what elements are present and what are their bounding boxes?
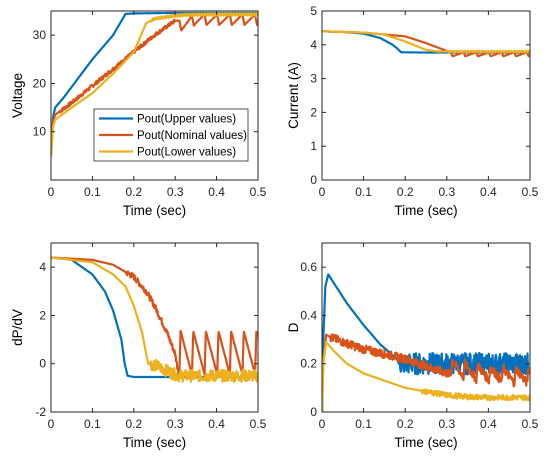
voltage-plot-series-nominal (51, 13, 258, 157)
duty-plot-ylabel: D (286, 322, 301, 332)
current-plot-xtick-label: 0.2 (397, 185, 414, 199)
dpdv-plot-xlabel: Time (sec) (123, 435, 186, 450)
voltage-plot-ytick-label: 10 (33, 125, 47, 139)
duty-plot-xtick-label: 0.4 (480, 417, 497, 431)
voltage-plot-xtick-label: 0.5 (250, 185, 267, 199)
current-plot: Time (sec) Current (A) 0 0.1 0.2 0.3 0.4 0.5 0… (286, 4, 539, 218)
voltage-plot-series-group (51, 11, 258, 157)
dpdv-plot-series-nominal (51, 256, 258, 376)
current-plot-ytick-label: 3 (310, 72, 317, 86)
duty-plot-xtick-label: 0.2 (397, 417, 414, 431)
dpdv-plot-ylabel: dP/dV (10, 309, 25, 346)
duty-plot: Time (sec) D 0 0.1 0.2 0.3 0.4 0.5 0 0.2 0.4 0.6 (286, 242, 539, 450)
duty-plot-xtick-label: 0.1 (355, 417, 372, 431)
current-plot-series-group (322, 30, 530, 58)
current-plot-xlabel: Time (sec) (394, 203, 457, 218)
dpdv-plot-ytick-label: 0 (39, 357, 46, 371)
dpdv-plot-axes-box (50, 242, 259, 413)
current-plot-xtick-label: 0.3 (438, 185, 455, 199)
voltage-plot-ytick-label: 30 (33, 28, 47, 42)
current-plot-xtick-label: 0 (319, 185, 326, 199)
current-plot-ytick-label: 0 (310, 173, 317, 187)
voltage-plot-ytick-label: 20 (33, 76, 47, 90)
dpdv-plot-series-lower (51, 256, 258, 383)
duty-plot-series-lower (322, 340, 530, 412)
current-plot-ylabel: Current (A) (286, 62, 301, 129)
voltage-plot-xlabel: Time (sec) (123, 203, 186, 218)
legend: Pout(Upper values) Pout(Nominal values) … (93, 108, 249, 162)
duty-plot-xtick-label: 0.3 (438, 417, 455, 431)
dpdv-plot-xtick-label: 0.2 (125, 417, 142, 431)
duty-plot-ytick-label: 0.6 (300, 260, 317, 274)
voltage-plot-xtick-label: 0.4 (208, 185, 225, 199)
duty-plot-series-group (322, 273, 530, 412)
voltage-plot-ylabel: Voltage (10, 73, 25, 118)
duty-plot-series-nominal (322, 333, 530, 412)
dpdv-plot-ytick-label: -2 (35, 405, 46, 419)
current-plot-axes-box (321, 10, 531, 181)
current-plot-xtick-label: 0.1 (355, 185, 372, 199)
duty-plot-series-upper (322, 273, 530, 412)
voltage-plot-axes-box (50, 10, 259, 181)
dpdv-plot-xtick-label: 0.4 (208, 417, 225, 431)
current-plot-xtick-label: 0.4 (480, 185, 497, 199)
dpdv-plot-xtick-label: 0.5 (250, 417, 267, 431)
duty-plot-xtick-label: 0 (319, 417, 326, 431)
dpdv-plot-xtick-label: 0.3 (167, 417, 184, 431)
legend-entry-upper: Pout(Upper values) (137, 114, 236, 126)
dpdv-plot-xtick-label: 0.1 (84, 417, 101, 431)
dpdv-plot-ytick-label: 4 (39, 260, 46, 274)
current-plot-ytick-label: 4 (310, 38, 317, 52)
voltage-plot: Time (sec) Voltage 0 0.1 0.2 0.3 0.4 0.5 10 20 3… (10, 10, 267, 218)
dpdv-plot-series-group (51, 256, 258, 383)
voltage-plot-xtick-label: 0.2 (125, 185, 142, 199)
duty-plot-xtick-label: 0.5 (522, 417, 539, 431)
current-plot-series-lower (322, 30, 530, 54)
dpdv-plot-xtick-label: 0 (48, 417, 55, 431)
voltage-plot-series-upper (51, 11, 258, 157)
current-plot-ytick-label: 5 (310, 4, 317, 18)
duty-plot-ytick-label: 0 (310, 405, 317, 419)
legend-entry-nominal: Pout(Nominal values) (137, 130, 247, 142)
current-plot-xtick-label: 0.5 (522, 185, 539, 199)
duty-plot-xlabel: Time (sec) (394, 435, 457, 450)
legend-entry-lower: Pout(Lower values) (137, 147, 236, 159)
voltage-plot-xtick-label: 0.1 (84, 185, 101, 199)
current-plot-ytick-label: 1 (310, 139, 317, 153)
current-plot-ytick-label: 2 (310, 105, 317, 119)
voltage-plot-xtick-label: 0.3 (167, 185, 184, 199)
voltage-plot-xtick-label: 0 (48, 185, 55, 199)
dpdv-plot-ytick-label: 2 (39, 308, 46, 322)
duty-plot-axes-box (321, 242, 531, 413)
duty-plot-ytick-label: 0.4 (300, 308, 317, 322)
voltage-plot-series-lower (51, 12, 258, 157)
duty-plot-ytick-label: 0.2 (300, 357, 317, 371)
